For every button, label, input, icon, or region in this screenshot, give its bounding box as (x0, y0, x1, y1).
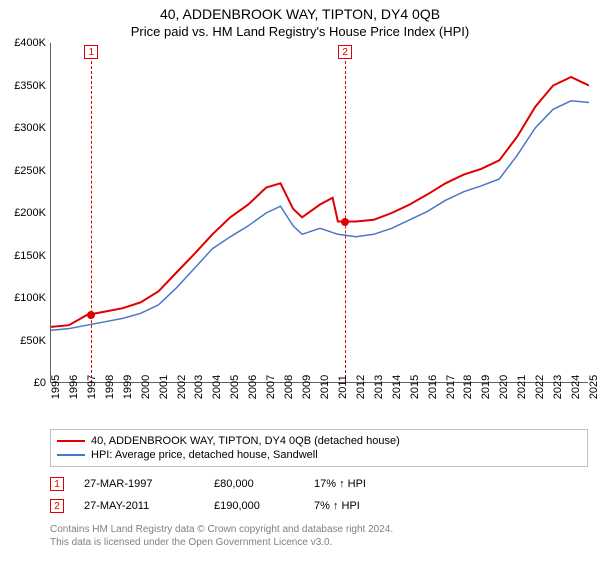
x-axis-tick-label: 2006 (247, 375, 259, 399)
legend-box: 40, ADDENBROOK WAY, TIPTON, DY4 0QB (det… (50, 429, 588, 467)
y-axis-tick-label: £300K (14, 122, 46, 134)
x-axis-tick-label: 1996 (68, 375, 80, 399)
x-axis-tick-label: 2013 (373, 375, 385, 399)
legend-label: 40, ADDENBROOK WAY, TIPTON, DY4 0QB (det… (91, 435, 400, 447)
sale-row-marker: 2 (50, 499, 64, 513)
y-axis-tick-label: £50K (20, 335, 46, 347)
sale-row-marker: 1 (50, 477, 64, 491)
x-axis-tick-label: 2018 (462, 375, 474, 399)
legend-label: HPI: Average price, detached house, Sand… (91, 449, 318, 461)
chart-container: 40, ADDENBROOK WAY, TIPTON, DY4 0QB Pric… (0, 6, 600, 566)
x-axis-tick-label: 1999 (122, 375, 134, 399)
sale-row: 2 27-MAY-2011 £190,000 7% ↑ HPI (50, 495, 588, 517)
footer-line-2: This data is licensed under the Open Gov… (50, 536, 588, 549)
x-axis-tick-label: 2024 (570, 375, 582, 399)
x-axis-tick-label: 2009 (301, 375, 313, 399)
x-axis-tick-label: 2011 (337, 375, 349, 399)
page-title: 40, ADDENBROOK WAY, TIPTON, DY4 0QB (0, 6, 600, 22)
x-axis-tick-label: 2019 (480, 375, 492, 399)
x-axis-tick-label: 2015 (409, 375, 421, 399)
x-axis-tick-label: 1997 (86, 375, 98, 399)
x-axis-tick-label: 2020 (498, 375, 510, 399)
sale-delta: 17% ↑ HPI (314, 478, 366, 490)
x-axis-tick-label: 2016 (427, 375, 439, 399)
y-axis-tick-label: £350K (14, 80, 46, 92)
x-axis-tick-label: 2007 (265, 375, 277, 399)
series-price_paid (51, 77, 589, 327)
page-subtitle: Price paid vs. HM Land Registry's House … (0, 24, 600, 39)
sale-marker-dot (341, 218, 349, 226)
sale-marker-label: 1 (84, 45, 98, 59)
x-axis-tick-label: 2000 (140, 375, 152, 399)
plot-svg (51, 43, 589, 383)
plot-region: 12 (50, 43, 588, 383)
y-axis-tick-label: £100K (14, 292, 46, 304)
chart-area: 12 £0£50K£100K£150K£200K£250K£300K£350K£… (50, 43, 588, 403)
sales-table: 1 27-MAR-1997 £80,000 17% ↑ HPI 2 27-MAY-2011… (50, 473, 588, 517)
x-axis-tick-label: 2021 (516, 375, 528, 399)
sale-row: 1 27-MAR-1997 £80,000 17% ↑ HPI (50, 473, 588, 495)
x-axis-tick-label: 2025 (588, 375, 600, 399)
x-axis-tick-label: 1998 (104, 375, 116, 399)
legend-swatch (57, 440, 85, 442)
x-axis-tick-label: 2005 (229, 375, 241, 399)
y-axis-tick-label: £250K (14, 165, 46, 177)
legend-item: HPI: Average price, detached house, Sand… (57, 448, 581, 462)
y-axis-tick-label: £400K (14, 37, 46, 49)
x-axis-tick-label: 2023 (552, 375, 564, 399)
x-axis-tick-label: 2017 (445, 375, 457, 399)
x-axis-tick-label: 2010 (319, 375, 331, 399)
x-axis-tick-label: 2001 (158, 375, 170, 399)
legend-swatch (57, 454, 85, 456)
sale-price: £80,000 (214, 478, 294, 490)
sale-marker-line (91, 61, 92, 383)
y-axis-tick-label: £200K (14, 207, 46, 219)
sale-marker-dot (87, 311, 95, 319)
series-hpi (51, 101, 589, 330)
y-axis-tick-label: £0 (34, 377, 46, 389)
sale-marker-label: 2 (338, 45, 352, 59)
sale-date: 27-MAY-2011 (84, 500, 194, 512)
x-axis-tick-label: 2022 (534, 375, 546, 399)
footer-attribution: Contains HM Land Registry data © Crown c… (50, 523, 588, 549)
x-axis-tick-label: 2012 (355, 375, 367, 399)
x-axis-tick-label: 2008 (283, 375, 295, 399)
sale-price: £190,000 (214, 500, 294, 512)
x-axis-tick-label: 2004 (211, 375, 223, 399)
x-axis-tick-label: 2002 (176, 375, 188, 399)
sale-delta: 7% ↑ HPI (314, 500, 360, 512)
footer-line-1: Contains HM Land Registry data © Crown c… (50, 523, 588, 536)
y-axis-tick-label: £150K (14, 250, 46, 262)
sale-date: 27-MAR-1997 (84, 478, 194, 490)
x-axis-tick-label: 2003 (193, 375, 205, 399)
x-axis-tick-label: 2014 (391, 375, 403, 399)
x-axis-tick-label: 1995 (50, 375, 62, 399)
legend-item: 40, ADDENBROOK WAY, TIPTON, DY4 0QB (det… (57, 434, 581, 448)
